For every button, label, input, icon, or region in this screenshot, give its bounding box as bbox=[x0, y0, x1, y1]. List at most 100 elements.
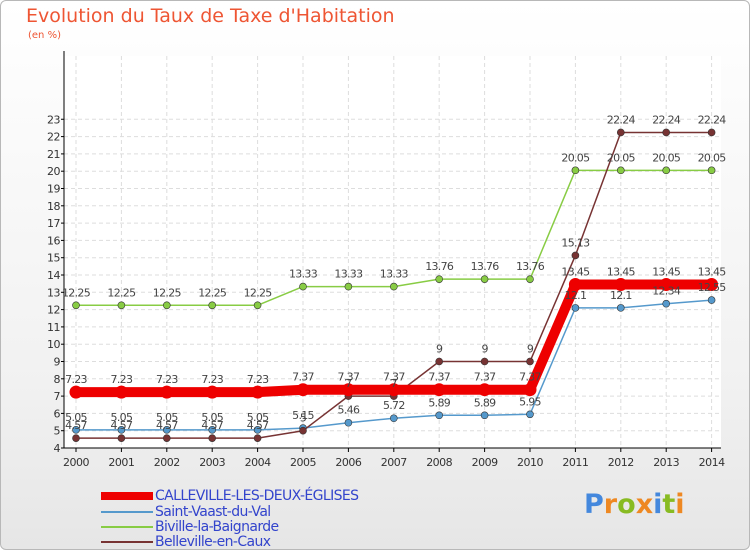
data-point bbox=[253, 434, 262, 442]
data-label: 9 bbox=[527, 343, 534, 356]
data-point bbox=[208, 426, 216, 434]
data-label: 12.25 bbox=[62, 286, 91, 299]
data-point bbox=[160, 385, 174, 399]
page-subtitle: (en %) bbox=[28, 30, 61, 41]
data-label: 7.37 bbox=[519, 371, 541, 384]
data-point bbox=[478, 383, 492, 397]
x-tick-label: 2011 bbox=[562, 456, 588, 469]
data-label: 7.23 bbox=[111, 373, 133, 386]
data-label: 4.57 bbox=[65, 419, 87, 432]
data-point bbox=[662, 299, 671, 308]
y-tick-label: 6 bbox=[54, 407, 61, 420]
data-label: 22.24 bbox=[698, 113, 727, 126]
data-point bbox=[614, 278, 628, 292]
data-point bbox=[341, 383, 355, 397]
y-tick-label: 4 bbox=[54, 442, 61, 455]
data-label: 20.05 bbox=[652, 151, 681, 164]
data-point bbox=[163, 434, 171, 442]
data-label: 5.95 bbox=[519, 395, 541, 408]
plot-area bbox=[64, 56, 721, 448]
data-point bbox=[208, 301, 216, 310]
data-point bbox=[662, 166, 671, 175]
data-point bbox=[707, 296, 716, 304]
data-label: 7.37 bbox=[474, 371, 496, 384]
data-point bbox=[72, 434, 80, 442]
data-point bbox=[571, 251, 580, 260]
data-point bbox=[163, 426, 171, 434]
data-point bbox=[299, 282, 307, 291]
data-point bbox=[344, 282, 353, 291]
legend-item: Biville-la-Baignarde bbox=[101, 519, 279, 535]
x-tick-label: 2001 bbox=[108, 456, 134, 469]
legend-item: Belleville-en-Caux bbox=[101, 534, 271, 549]
data-label: 15.13 bbox=[561, 236, 590, 249]
legend-label: Biville-la-Baignarde bbox=[155, 519, 279, 535]
data-point bbox=[480, 275, 489, 283]
y-tick-label: 20 bbox=[47, 165, 60, 178]
legend-swatch bbox=[101, 492, 153, 500]
x-tick-label: 2005 bbox=[290, 456, 316, 469]
data-point bbox=[480, 411, 489, 420]
x-tick-label: 2012 bbox=[608, 456, 634, 469]
data-point bbox=[616, 166, 625, 175]
data-point bbox=[114, 385, 128, 399]
y-tick-label: 19 bbox=[47, 183, 60, 196]
data-label: 5.15 bbox=[292, 409, 314, 422]
data-label: 20.05 bbox=[698, 151, 727, 164]
data-label: 7 bbox=[391, 377, 398, 390]
data-point bbox=[72, 301, 80, 310]
data-point bbox=[72, 426, 80, 434]
data-point bbox=[662, 128, 671, 137]
proxiti-logo: Proxiti bbox=[584, 489, 685, 520]
data-point bbox=[253, 426, 262, 434]
data-label: 5.05 bbox=[201, 411, 223, 424]
y-tick-label: 16 bbox=[47, 234, 60, 247]
data-label: 22.24 bbox=[652, 113, 681, 126]
data-point bbox=[568, 278, 582, 292]
logo-letter: r bbox=[603, 489, 618, 520]
data-label: 4.57 bbox=[247, 419, 269, 432]
y-tick-label: 13 bbox=[47, 286, 60, 299]
data-label: 12.25 bbox=[244, 286, 273, 299]
data-label: 13.76 bbox=[425, 260, 454, 273]
data-point bbox=[480, 357, 489, 366]
y-tick-label: 10 bbox=[47, 338, 60, 351]
legend-label: CALLEVILLE-LES-DEUX-ÉGLISES bbox=[155, 488, 359, 504]
data-point bbox=[435, 357, 444, 366]
data-label: 9 bbox=[481, 343, 488, 356]
legend-swatch bbox=[101, 511, 153, 513]
data-label: 12.25 bbox=[107, 286, 136, 299]
data-point bbox=[69, 385, 83, 399]
data-point bbox=[344, 418, 353, 427]
y-tick-label: 17 bbox=[47, 217, 60, 230]
data-point bbox=[571, 166, 580, 175]
data-point bbox=[435, 411, 444, 420]
data-point bbox=[208, 434, 216, 442]
data-label: 9 bbox=[436, 343, 443, 356]
data-label: 13.33 bbox=[380, 268, 409, 281]
data-label: 7.23 bbox=[201, 373, 223, 386]
data-label: 5.05 bbox=[111, 411, 133, 424]
logo-letter: x bbox=[635, 489, 654, 520]
data-label: 4.57 bbox=[111, 419, 133, 432]
y-tick-label: 21 bbox=[47, 148, 60, 161]
data-label: 13.76 bbox=[516, 260, 545, 273]
data-point bbox=[705, 278, 719, 292]
data-label: 5.89 bbox=[428, 396, 450, 409]
data-label: 4.57 bbox=[156, 419, 178, 432]
y-tick-label: 11 bbox=[47, 321, 60, 334]
data-point bbox=[251, 385, 265, 399]
data-point bbox=[389, 282, 398, 291]
data-point bbox=[526, 357, 534, 366]
data-label: 13.45 bbox=[607, 266, 636, 279]
legend-swatch bbox=[101, 541, 153, 543]
data-label: 5.05 bbox=[65, 411, 87, 424]
data-point bbox=[616, 128, 625, 137]
data-label: 7.37 bbox=[292, 371, 314, 384]
y-tick-label: 15 bbox=[47, 252, 60, 265]
data-label: 5.89 bbox=[474, 396, 496, 409]
x-tick-label: 2009 bbox=[472, 456, 498, 469]
data-point bbox=[432, 383, 446, 397]
x-tick-label: 2013 bbox=[653, 456, 679, 469]
